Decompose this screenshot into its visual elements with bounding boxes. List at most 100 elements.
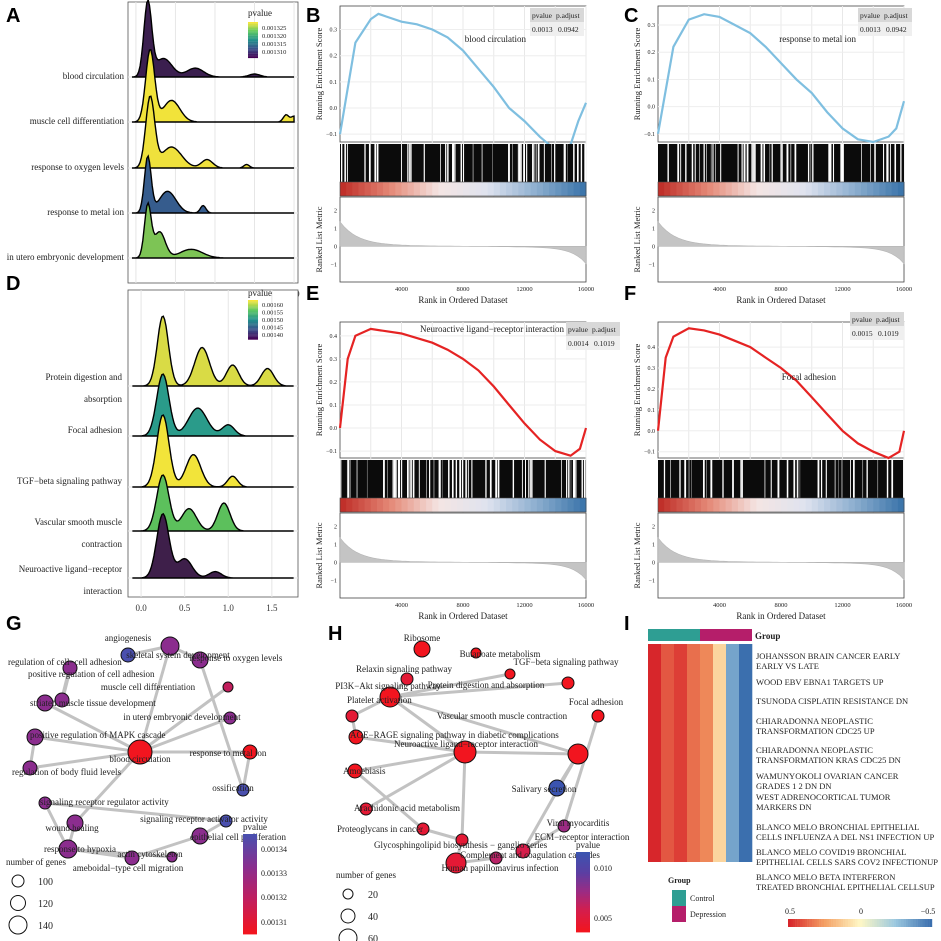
label-line: Vascular smooth muscle <box>35 517 122 527</box>
rank-color-band <box>744 182 751 196</box>
colorbar-segment <box>920 919 923 927</box>
network-node <box>124 850 140 866</box>
colorbar-segment <box>915 919 918 927</box>
colorbar-segment <box>576 888 590 891</box>
rank-color-band <box>848 498 856 512</box>
legend-tick: 0.00140 <box>262 332 283 339</box>
network-node <box>26 728 44 746</box>
colorbar-segment <box>788 919 791 927</box>
rank-color-band <box>762 182 770 196</box>
colorbar-segment <box>824 919 827 927</box>
panel-label: D <box>6 273 20 295</box>
colorbar-segment <box>248 315 258 317</box>
colorbar-segment <box>576 880 590 883</box>
rank-color-band <box>352 182 359 196</box>
colorbar-segment <box>248 308 258 310</box>
table-body-bg <box>530 22 584 36</box>
colorbar-segment <box>843 919 846 927</box>
network-edge <box>43 701 142 754</box>
rank-color-band <box>518 182 525 196</box>
rank-color-band <box>555 182 562 196</box>
colorbar-segment <box>243 859 257 862</box>
colorbar-segment <box>248 328 258 330</box>
rank-color-band <box>370 182 378 196</box>
node-label: Ribosome <box>404 633 441 643</box>
colorbar-segment <box>576 926 590 929</box>
colorbar-segment <box>248 22 258 24</box>
y-axis-label: Running Enrichment Score <box>632 28 642 121</box>
legend-tick: 0 <box>859 907 863 916</box>
metric-tick: 1 <box>652 542 655 548</box>
metric-tick: 1 <box>334 226 337 232</box>
heatmap-cell <box>726 644 740 862</box>
colorbar-segment <box>576 894 590 897</box>
rank-color-band <box>487 182 495 196</box>
rank-color-band <box>469 498 476 512</box>
rank-color-band <box>824 498 831 512</box>
colorbar-segment <box>243 916 257 920</box>
rank-color-band <box>407 182 415 196</box>
rank-color-band <box>805 182 813 196</box>
metric-tick: −1 <box>649 262 655 268</box>
row-label: CELLS INFLUENZA A DEL NS1 INFECTION UP <box>756 832 934 842</box>
colorbar-segment <box>248 305 258 307</box>
colorbar-segment <box>922 919 925 927</box>
colorbar-segment <box>248 323 258 325</box>
metric-plot-area <box>657 196 905 283</box>
rank-color-band <box>658 182 665 196</box>
colorbar-segment <box>831 919 834 927</box>
colorbar-segment <box>248 31 258 33</box>
row-label: BLANCO MELO BETA INTERFERON <box>756 872 895 882</box>
rank-color-band <box>713 182 720 196</box>
gsea-panel-C: 0.3 0.2 0.1 0.0 −0.1 response to metal ion pva… <box>632 5 912 305</box>
legend-title: pvalue <box>248 288 272 298</box>
node-label: Butanoate metabolism <box>460 649 541 659</box>
colorbar-segment <box>576 852 590 855</box>
legend-tick: 0.5 <box>785 907 795 916</box>
colorbar-segment <box>243 901 257 905</box>
node-label: signaling receptor regulator activity <box>40 797 169 807</box>
ranked-metric-area <box>657 220 905 265</box>
rank-color-band <box>731 498 739 512</box>
colorbar-segment <box>248 36 258 38</box>
node-label: positive regulation of MAPK cascade <box>30 730 165 740</box>
rank-color-band <box>549 182 556 196</box>
rank-color-band <box>836 498 843 512</box>
colorbar-segment <box>891 919 894 927</box>
table-value: 0.0013 <box>860 25 881 34</box>
node-label: Proteoglycans in cancer <box>337 824 423 834</box>
network-edge <box>353 750 467 773</box>
rank-color-band <box>573 498 581 512</box>
node-label: striated muscle tissue development <box>30 698 156 708</box>
rank-color-band <box>885 182 893 196</box>
legend-tick: 0.00145 <box>262 325 283 332</box>
rank-color-band <box>756 498 764 512</box>
legend-d: pvalue 0.001600.001550.001500.001450.0014… <box>248 288 283 340</box>
colorbar-segment <box>243 891 257 895</box>
node-label: Neuroactive ligand−receptor interaction <box>394 739 539 749</box>
colorbar-segment <box>576 924 590 927</box>
colorbar-segment <box>248 335 258 337</box>
label-line: interaction <box>84 586 123 596</box>
colorbar-segment <box>248 307 258 309</box>
legend-tick: Control <box>690 894 715 903</box>
colorbar-segment <box>248 30 258 32</box>
colorbar-segment <box>812 919 815 927</box>
y-axis-label: Ranked List Metric <box>632 522 642 588</box>
rank-color-band <box>549 498 556 512</box>
rank-color-band <box>787 182 794 196</box>
rank-color-band <box>744 498 751 512</box>
colorbar-segment <box>243 864 257 867</box>
metric-tick: 2 <box>334 524 337 530</box>
rank-color-band <box>536 182 544 196</box>
rank-color-band <box>432 498 439 512</box>
node-label: ameboidal−type cell migration <box>73 863 184 873</box>
rank-color-band <box>475 498 482 512</box>
colorbar-segment <box>248 43 258 45</box>
metric-tick: 2 <box>652 208 655 214</box>
x-tick-label: 4000 <box>395 602 408 609</box>
x-tick-label: 8000 <box>457 286 470 293</box>
y-tick-label: 0.2 <box>648 387 656 393</box>
network-edge <box>66 847 134 860</box>
